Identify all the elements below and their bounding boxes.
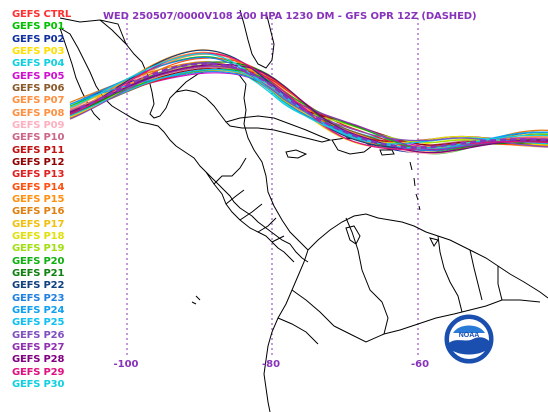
- galapagos-islands: [191, 295, 201, 305]
- legend-item: GEFS P23: [12, 292, 65, 304]
- suriname-guiana-border: [497, 266, 503, 301]
- legend-item: GEFS P24: [12, 304, 65, 316]
- colombia-peru-border: [333, 325, 385, 343]
- legend-item: GEFS P08: [12, 107, 65, 119]
- jamaica-island: [285, 149, 308, 159]
- ensemble-contour: [69, 52, 548, 150]
- venezuela-guyana-border: [437, 235, 463, 313]
- noaa-logo-text: NOAA: [459, 332, 480, 339]
- legend-item: GEFS P12: [12, 156, 65, 168]
- lon-label-60: -60: [410, 359, 430, 370]
- florida-peninsula: [239, 9, 275, 69]
- lake-maracaibo: [345, 225, 361, 245]
- map-title: WED 250507/0000V108 200 HPA 1230 DM - GF…: [103, 11, 477, 22]
- brazil-north-border: [383, 299, 541, 335]
- mexico-guatemala-border: [213, 157, 247, 185]
- lon-label-80: -80: [261, 359, 281, 370]
- noaa-logo: NOAA: [443, 313, 495, 365]
- country-borders: [59, 17, 541, 345]
- legend-item: GEFS P07: [12, 95, 65, 107]
- legend-item: GEFS P05: [12, 70, 65, 82]
- legend-item: GEFS P09: [12, 119, 65, 131]
- central-america-borders: [225, 189, 285, 243]
- ensemble-contour: [69, 51, 548, 152]
- ensemble-contour: [69, 53, 548, 149]
- gulf-coast-usa: [99, 19, 227, 123]
- longitude-gridlines: [126, 18, 419, 355]
- ensemble-contour: [69, 51, 548, 148]
- central-america-isthmus: [205, 171, 295, 263]
- central-america-caribbean: [243, 83, 309, 251]
- legend-item: GEFS P04: [12, 58, 65, 70]
- colombia-ecuador-border: [291, 289, 335, 327]
- legend-item: GEFS P10: [12, 132, 65, 144]
- legend-item: GEFS P30: [12, 378, 65, 390]
- guyana-suriname-border: [469, 249, 483, 301]
- south-america-west-coast: [263, 249, 309, 412]
- legend-item: GEFS P01: [12, 21, 65, 33]
- ensemble-contour: [69, 63, 548, 154]
- trinidad-island: [429, 237, 439, 247]
- legend-item: GEFS P25: [12, 317, 65, 329]
- legend-item: GEFS P29: [12, 366, 65, 378]
- colombia-venezuela-border: [345, 217, 389, 335]
- legend-item: GEFS P21: [12, 267, 65, 279]
- legend-item: GEFS P15: [12, 193, 65, 205]
- lesser-antilles: [409, 161, 421, 211]
- usa-mexico-border: [59, 17, 127, 45]
- legend-item: GEFS P02: [12, 33, 65, 45]
- legend-item: GEFS P22: [12, 280, 65, 292]
- ensemble-contour: [69, 49, 548, 149]
- legend-item: GEFS P20: [12, 255, 65, 267]
- cuba-island: [225, 115, 332, 143]
- legend-item: GEFS P26: [12, 329, 65, 341]
- legend-item: GEFS P13: [12, 169, 65, 181]
- ensemble-contour: [69, 53, 548, 148]
- legend-item: GEFS P18: [12, 230, 65, 242]
- ensemble-contour: [69, 65, 548, 151]
- south-america-north-coast: [307, 213, 548, 299]
- ecuador-peru-border: [277, 317, 319, 345]
- hispaniola-island: [331, 137, 373, 155]
- legend-item: GEFS CTRL: [12, 9, 71, 20]
- legend-item: GEFS P27: [12, 341, 65, 353]
- legend-item: GEFS P03: [12, 45, 65, 57]
- north-america-coast: [59, 27, 309, 263]
- legend-item: GEFS P06: [12, 82, 65, 94]
- ensemble-contour: [69, 68, 548, 146]
- legend-item: GEFS P17: [12, 218, 65, 230]
- ensemble-contour: [69, 49, 548, 150]
- puerto-rico-island: [379, 149, 395, 156]
- baja-california-coast: [59, 27, 101, 121]
- legend-item: GEFS P19: [12, 243, 65, 255]
- gfs-operational-contour: [79, 62, 548, 149]
- legend-item: GEFS P28: [12, 354, 65, 366]
- lon-label-100: -100: [113, 359, 139, 370]
- legend-item: GEFS P11: [12, 144, 65, 156]
- ensemble-legend: GEFS CTRL GEFS P01 GEFS P02 GEFS P03 GEFS P0…: [12, 9, 71, 391]
- legend-item: GEFS P14: [12, 181, 65, 193]
- legend-item: GEFS P16: [12, 206, 65, 218]
- ensemble-contours: [69, 49, 548, 155]
